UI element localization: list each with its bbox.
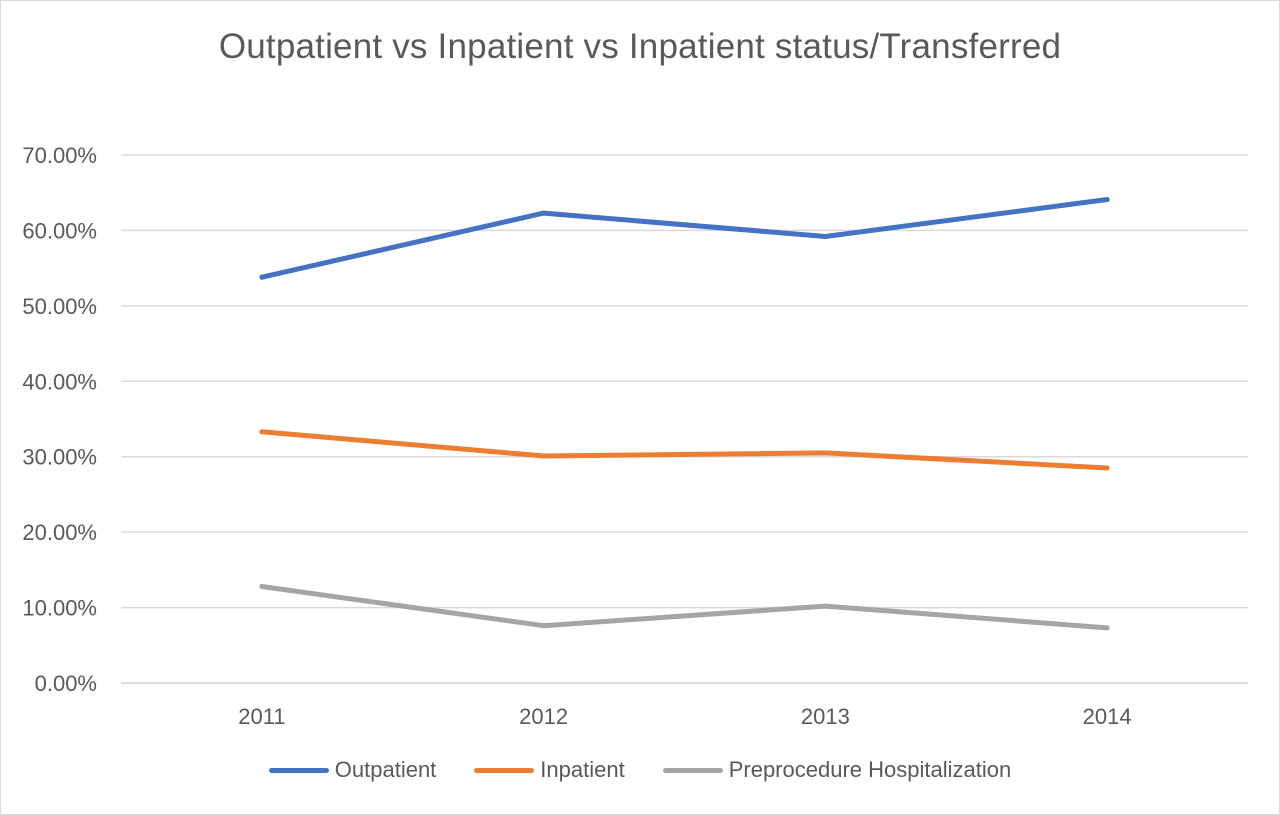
- y-tick-label: 30.00%: [22, 445, 97, 470]
- series-line-inpatient: [259, 429, 1110, 471]
- x-tick-label: 2012: [519, 704, 568, 729]
- legend-item-outpatient: Outpatient: [268, 757, 437, 783]
- x-tick-label: 2014: [1083, 704, 1132, 729]
- legend-label-outpatient: Outpatient: [334, 757, 437, 782]
- y-tick-label: 20.00%: [22, 520, 97, 545]
- legend-label-preprocedure-hospitalization: Preprocedure Hospitalization: [728, 757, 1012, 782]
- y-tick-label: 40.00%: [22, 369, 97, 394]
- legend-swatch-inpatient: [474, 767, 535, 773]
- series-lines: [259, 197, 1110, 631]
- data-point-preprocedure-hospitalization: [259, 583, 265, 589]
- gridlines: [121, 154, 1248, 684]
- y-tick-label: 0.00%: [35, 671, 97, 696]
- legend-swatch-preprocedure-hospitalization: [662, 767, 723, 773]
- data-point-outpatient: [541, 210, 547, 216]
- legend-item-preprocedure-hospitalization: Preprocedure Hospitalization: [662, 757, 1012, 783]
- data-point-outpatient: [259, 274, 265, 280]
- data-point-preprocedure-hospitalization: [822, 603, 828, 609]
- chart-title: Outpatient vs Inpatient vs Inpatient sta…: [218, 27, 1062, 66]
- series-line-preprocedure-hospitalization: [259, 584, 1110, 631]
- data-point-inpatient: [259, 429, 265, 435]
- data-point-inpatient: [541, 453, 547, 459]
- y-tick-label: 70.00%: [22, 143, 97, 168]
- data-point-preprocedure-hospitalization: [541, 623, 547, 629]
- data-point-outpatient: [822, 233, 828, 239]
- x-axis-ticks: 2011 2012 2013 2014: [238, 704, 1131, 729]
- legend-item-inpatient: Inpatient: [474, 757, 625, 783]
- data-point-inpatient: [822, 450, 828, 456]
- series-line-outpatient: [259, 197, 1110, 280]
- y-tick-label: 60.00%: [22, 218, 97, 243]
- data-point-inpatient: [1104, 465, 1110, 471]
- legend: Outpatient Inpatient Preprocedure Hospit…: [1, 757, 1279, 783]
- y-axis-ticks: 0.00% 10.00% 20.00% 30.00% 40.00% 50.00% 60.00…: [22, 143, 97, 696]
- legend-swatch-outpatient: [268, 767, 329, 773]
- data-point-outpatient: [1104, 197, 1110, 203]
- y-tick-label: 50.00%: [22, 294, 97, 319]
- x-tick-label: 2013: [801, 704, 850, 729]
- legend-label-inpatient: Inpatient: [540, 757, 625, 782]
- y-tick-label: 10.00%: [22, 596, 97, 621]
- x-tick-label: 2011: [238, 704, 285, 729]
- data-point-preprocedure-hospitalization: [1104, 625, 1110, 631]
